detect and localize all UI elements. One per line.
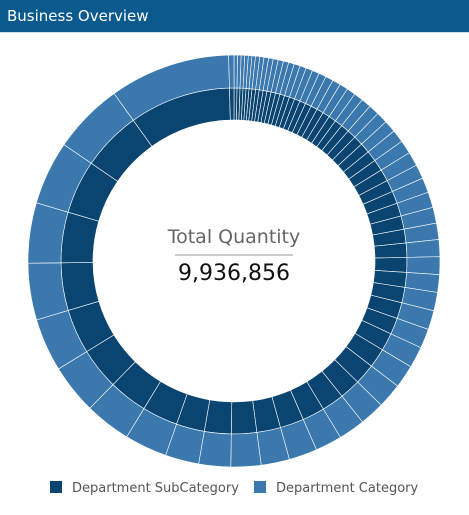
segment (374, 257, 408, 273)
segment (60, 262, 100, 311)
segment (405, 239, 441, 258)
segment (406, 256, 441, 275)
legend-swatch (50, 481, 62, 493)
legend-swatch (254, 481, 266, 493)
segment (228, 54, 235, 89)
legend-label: Department SubCategory (72, 481, 239, 496)
legend-label: Department Category (276, 481, 418, 496)
center-value: 9,936,856 (178, 261, 290, 286)
center-label: Total Quantity (167, 226, 301, 248)
segment (229, 87, 235, 121)
segment (230, 400, 258, 435)
segment (230, 432, 262, 468)
widget-title: Business Overview (0, 0, 469, 33)
